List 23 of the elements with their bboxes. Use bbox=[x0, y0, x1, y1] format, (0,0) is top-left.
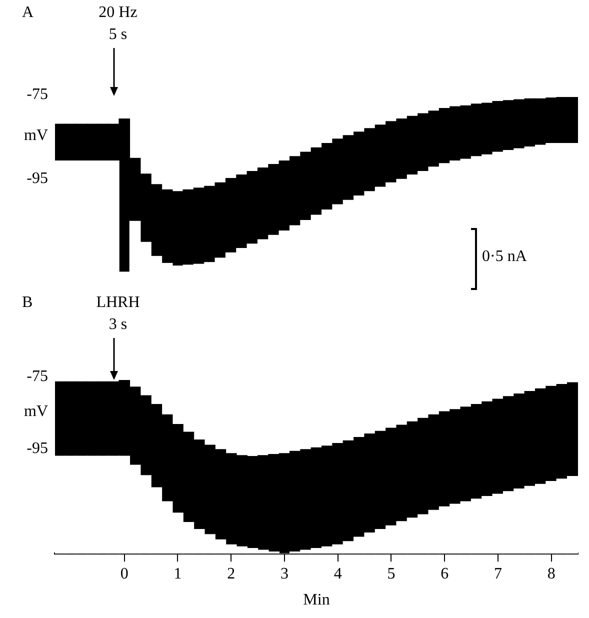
annotation: 0·5 nA bbox=[482, 248, 527, 266]
text: mV bbox=[24, 127, 48, 145]
x-tick-label: 5 bbox=[387, 565, 396, 582]
x-tick-label: 7 bbox=[494, 565, 502, 582]
x-tick-label: 0 bbox=[120, 565, 128, 582]
x-tick-label: 8 bbox=[547, 565, 556, 582]
chart-title: A bbox=[22, 4, 34, 22]
x-tick-label: 4 bbox=[334, 565, 342, 582]
text: -75 bbox=[26, 368, 48, 386]
x-tick-label: 3 bbox=[280, 565, 288, 582]
text: 3 s bbox=[108, 316, 128, 334]
x-tick-label: 2 bbox=[227, 565, 236, 582]
text: -95 bbox=[26, 170, 48, 188]
chart-title: B bbox=[22, 294, 33, 312]
text: mV bbox=[24, 403, 48, 421]
text: 5 s bbox=[108, 26, 128, 44]
text: LHRH bbox=[96, 294, 140, 312]
x-axis-title: Min bbox=[303, 592, 330, 609]
x-tick-label: 1 bbox=[174, 565, 182, 582]
text: -75 bbox=[26, 86, 48, 104]
text: -95 bbox=[26, 440, 48, 458]
x-tick-label: 6 bbox=[440, 565, 449, 582]
text: 20 Hz bbox=[98, 4, 138, 22]
